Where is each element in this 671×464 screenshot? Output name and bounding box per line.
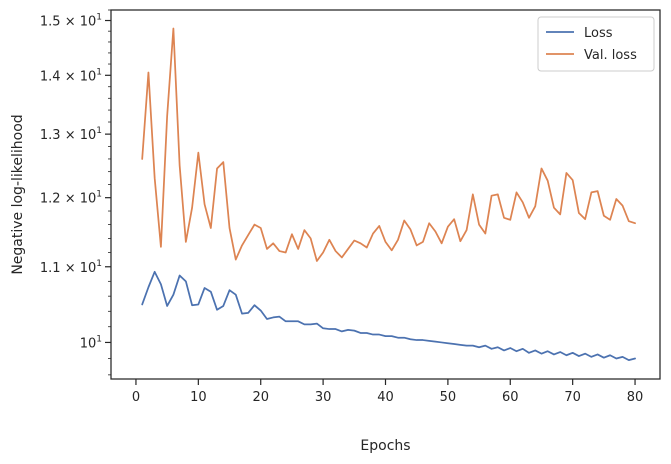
legend-box	[537, 16, 655, 72]
legend-label-val-loss: Val. loss	[584, 48, 637, 63]
x-tick-label: 50	[440, 390, 457, 405]
x-tick-label: 30	[315, 390, 332, 405]
y-axis-label: Negative log-likelihood	[10, 114, 26, 274]
x-tick-label: 70	[564, 390, 581, 405]
series-line-loss	[141, 270, 636, 361]
series-line-val-loss	[141, 27, 636, 262]
x-tick-label: 80	[627, 390, 644, 405]
x-tick-label: 20	[252, 390, 269, 405]
x-tick-label: 0	[132, 390, 140, 405]
x-tick-label: 40	[377, 390, 394, 405]
y-tick-label: 1.2 × 101	[40, 190, 102, 207]
y-tick-label: 1.1 × 101	[40, 259, 102, 276]
x-axis-label: Epochs	[360, 438, 410, 454]
legend: Loss Val. loss	[537, 16, 655, 72]
y-tick-label: 1.4 × 101	[40, 67, 102, 84]
plot-area	[141, 27, 636, 361]
legend-label-loss: Loss	[584, 26, 613, 41]
y-axis: 101 1.1 × 101 1.2 × 101 1.3 × 101 1.4 × 101 1…	[40, 9, 111, 376]
y-tick-label: 101	[80, 334, 102, 351]
x-tick-label: 60	[502, 390, 519, 405]
y-tick-label: 1.3 × 101	[40, 126, 102, 143]
x-tick-label: 10	[190, 390, 207, 405]
y-tick-label: 1.5 × 101	[40, 13, 102, 30]
x-axis: 0 10 20 30 40 50 60 70 80	[132, 379, 644, 405]
